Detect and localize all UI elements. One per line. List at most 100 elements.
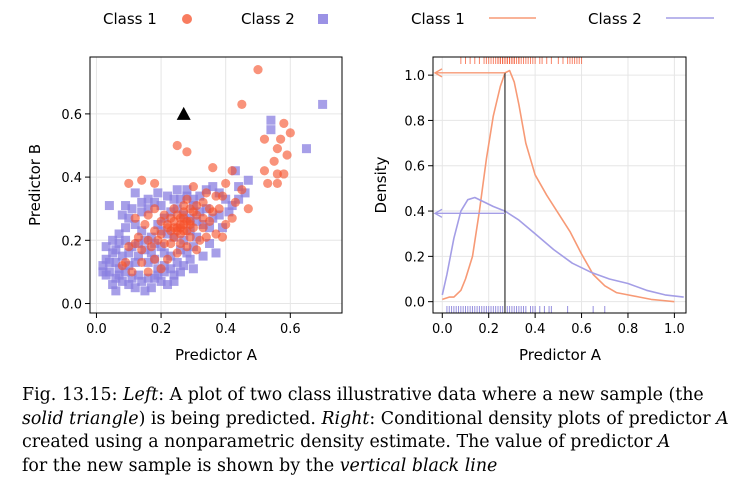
class1-point — [117, 260, 127, 271]
caption-left-label: Left — [123, 385, 159, 405]
class2-point — [133, 251, 143, 261]
class1-point — [208, 163, 218, 173]
class2-point — [143, 194, 153, 204]
class2-point — [205, 238, 215, 248]
legend-density-class1-label: Class 1 — [411, 10, 465, 28]
class2-point — [117, 276, 127, 286]
class2-point — [198, 251, 208, 261]
class1-point — [185, 232, 195, 242]
class1-point — [153, 235, 163, 245]
class2-point — [127, 204, 137, 214]
class2-point — [137, 226, 147, 236]
caption-part3: : Conditional density plots of predictor — [369, 408, 711, 429]
class1-point — [221, 219, 231, 230]
class2-point — [205, 223, 215, 233]
class2-point — [121, 235, 131, 245]
class1-point — [169, 204, 179, 214]
scatter-ytick-label: 0.2 — [61, 234, 82, 249]
class2-point — [121, 267, 131, 277]
class1-point — [272, 178, 282, 189]
legend-class2-label: Class 2 — [241, 10, 295, 28]
class2-point — [101, 242, 111, 252]
scatter-points — [98, 65, 328, 296]
class2-point — [182, 248, 192, 258]
class2-point — [301, 144, 311, 154]
class1-point — [276, 134, 286, 144]
class2-point — [130, 283, 140, 293]
class1-point — [237, 99, 247, 110]
class1-point — [124, 178, 134, 189]
density-xtick-label: 0.0 — [432, 322, 453, 337]
class1-point — [172, 140, 182, 151]
class2-arrow-head — [433, 208, 443, 218]
density-ytick-label: 0.4 — [404, 205, 425, 220]
class2-point — [130, 257, 140, 267]
class1-point — [179, 200, 189, 211]
density-ticks: 0.0 0.2 0.4 0.6 0.8 1.0 0.0 0.2 0.4 0.6 0.8 1.0 — [404, 69, 684, 337]
class1-point — [217, 232, 228, 242]
class1-point — [127, 267, 137, 277]
scatter-ytick-label: 0.4 — [61, 171, 82, 186]
class2-point — [121, 223, 131, 233]
class1-point — [230, 197, 240, 207]
density-ytick-label: 1.0 — [404, 69, 425, 84]
class2-point — [121, 201, 131, 211]
class2-point — [175, 267, 185, 277]
class1-point — [169, 223, 179, 233]
class1-point — [279, 169, 289, 179]
class2-point — [124, 213, 134, 223]
class2-point — [172, 185, 182, 195]
class2-point — [214, 210, 224, 220]
class1-point — [143, 267, 153, 277]
class1-point — [263, 178, 273, 189]
class2-point — [188, 194, 198, 204]
class2-point — [104, 201, 114, 211]
class2-point — [108, 235, 118, 245]
scatter-frame — [89, 56, 343, 314]
class2-point — [117, 251, 127, 261]
class2-point — [143, 204, 153, 214]
scatter-ytick-label: 0.6 — [61, 108, 82, 123]
caption-italic-triangle: solid triangle — [22, 408, 139, 429]
class1-point — [217, 191, 228, 201]
class1-point — [188, 181, 198, 192]
class2-point — [188, 264, 198, 274]
class1-point — [143, 235, 153, 245]
class1-point — [227, 213, 237, 223]
class1-point — [130, 213, 140, 223]
density-ytick-label: 0.6 — [404, 160, 425, 175]
left-legend: Class 1 Class 2 — [103, 10, 328, 28]
class1-point — [237, 185, 247, 195]
class2-point — [224, 207, 234, 217]
scatter-xtick-label: 0.2 — [151, 322, 172, 337]
class1-point — [269, 156, 279, 166]
class2-point — [143, 257, 153, 267]
class1-point — [182, 147, 192, 157]
class1-arrow-head — [433, 68, 443, 78]
caption-part4: created using a nonparametric density es… — [22, 432, 658, 452]
new-sample-triangle — [176, 106, 191, 120]
class2-point — [156, 276, 166, 286]
class2-point — [137, 197, 147, 207]
class2-point — [117, 210, 127, 220]
class2-point — [104, 257, 114, 267]
scatter-xtick-label: 0.0 — [86, 322, 107, 337]
figure: Class 1 Class 2 Class 1 Class 2 0.0 0.2 0.… — [26, 10, 714, 364]
class2-point — [169, 276, 179, 286]
legend-density-class2-label: Class 2 — [588, 10, 642, 28]
class1-point — [175, 238, 186, 249]
class2-point — [318, 99, 328, 109]
class2-point — [140, 286, 150, 296]
caption-part5: for the new sample is shown by the — [22, 455, 340, 476]
class1-point — [214, 204, 224, 214]
class2-point — [175, 194, 185, 204]
class1-point — [137, 245, 147, 255]
class1-point — [285, 128, 295, 138]
class2-point — [137, 207, 147, 217]
class1-point — [201, 232, 211, 242]
class2-point — [172, 257, 182, 267]
class2-point — [150, 197, 160, 207]
caption-part1: : A plot of two class illustrative data … — [158, 385, 704, 405]
class2-point — [192, 216, 202, 226]
class2-point — [266, 115, 276, 125]
